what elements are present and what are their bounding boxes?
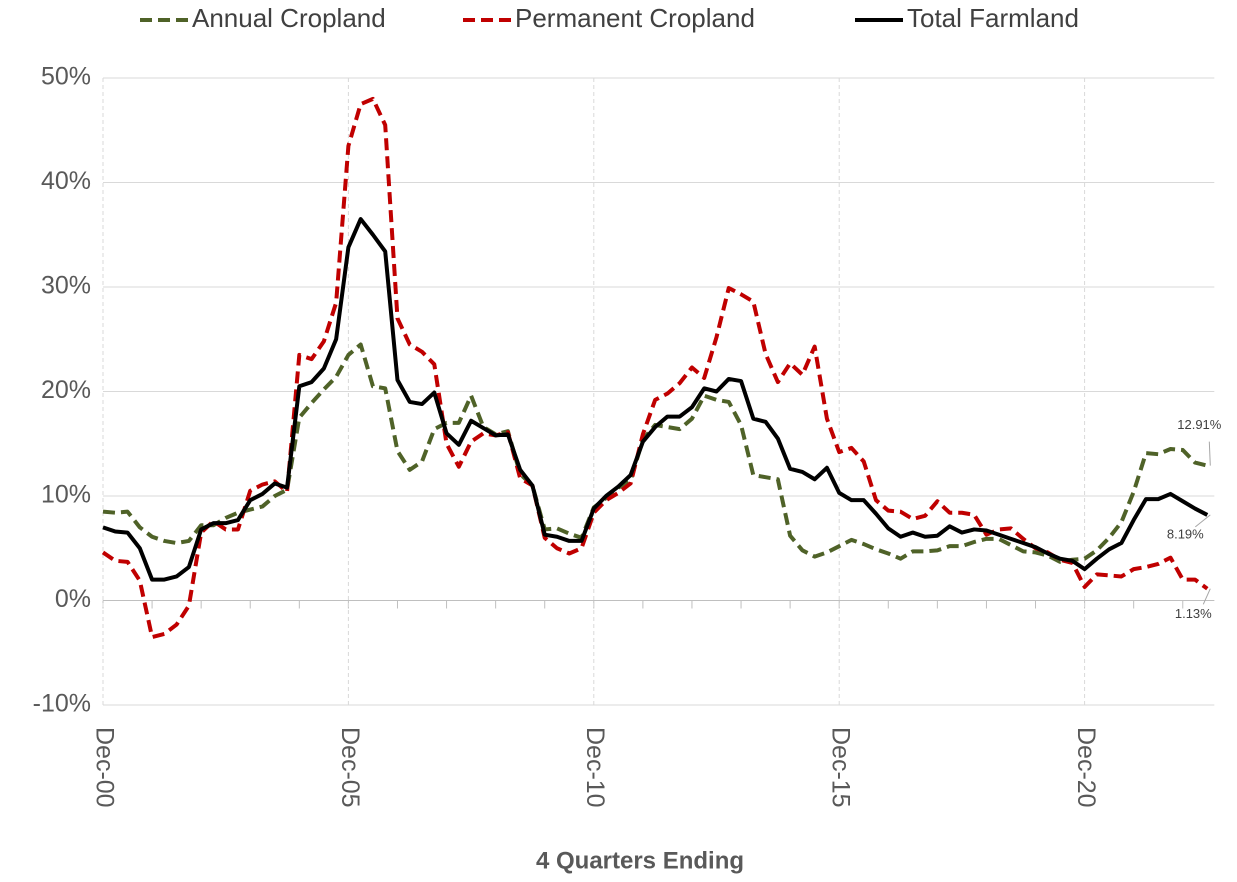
x-tick-label: Dec-10 <box>581 727 609 808</box>
label-leader <box>1202 588 1211 605</box>
series-line <box>101 96 1209 640</box>
value-label: 8.19% <box>1167 526 1204 541</box>
legend-label: Total Farmland <box>907 3 1079 33</box>
label-leader <box>1194 514 1211 528</box>
y-tick-label: 20% <box>41 376 91 404</box>
x-tick-label: Dec-00 <box>90 727 118 808</box>
x-axis-title: 4 Quarters Ending <box>536 847 744 874</box>
y-tick-label: 0% <box>55 585 91 613</box>
x-tick-label: Dec-15 <box>827 727 855 808</box>
x-tick-label: Dec-20 <box>1072 727 1100 808</box>
x-tick-label: Dec-05 <box>336 727 364 808</box>
legend-label: Permanent Cropland <box>515 3 755 33</box>
y-tick-label: 40% <box>41 167 91 195</box>
y-tick-label: 50% <box>41 63 91 91</box>
value-label: 12.91% <box>1177 417 1222 432</box>
y-tick-label: -10% <box>33 690 91 718</box>
legend-label: Annual Cropland <box>192 3 386 33</box>
y-tick-label: 30% <box>41 272 91 300</box>
value-label: 1.13% <box>1175 606 1212 621</box>
label-leader <box>1208 441 1211 466</box>
series-line <box>102 342 1208 564</box>
series-line <box>102 217 1209 582</box>
y-tick-label: 10% <box>41 481 91 509</box>
